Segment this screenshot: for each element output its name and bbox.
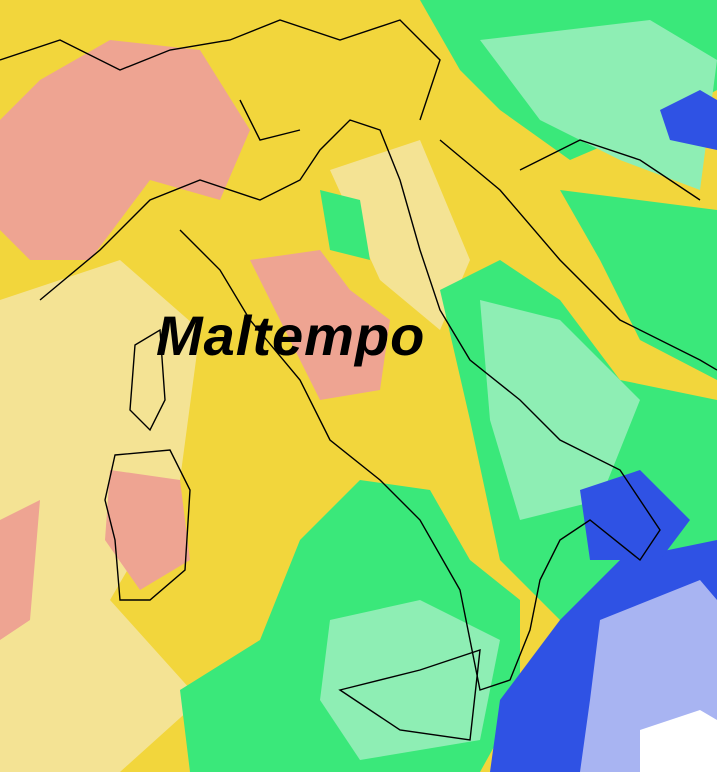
white-patch <box>640 710 717 772</box>
corsica-coastline <box>129 328 166 432</box>
blue-northeast <box>660 90 717 150</box>
green-balkan <box>560 190 717 380</box>
map-title: Maltempo <box>156 304 426 367</box>
light-green-adriatic <box>480 300 640 520</box>
pale-yellow-area <box>0 260 200 772</box>
green-north <box>320 190 370 260</box>
pale-yellow-area-east <box>330 140 470 330</box>
salmon-central <box>250 250 390 400</box>
light-green-northeast <box>480 20 717 190</box>
sardinia-coastline <box>104 449 191 601</box>
salmon-alps <box>0 40 250 260</box>
sicily-coastline <box>338 648 481 741</box>
salmon-sardinia <box>105 470 190 590</box>
blue-apulia <box>580 470 690 560</box>
alps-borders <box>0 19 701 201</box>
light-green-south <box>320 600 500 760</box>
italy-coastline <box>39 119 661 691</box>
balkan-coastline <box>439 139 717 371</box>
salmon-west <box>0 500 40 640</box>
